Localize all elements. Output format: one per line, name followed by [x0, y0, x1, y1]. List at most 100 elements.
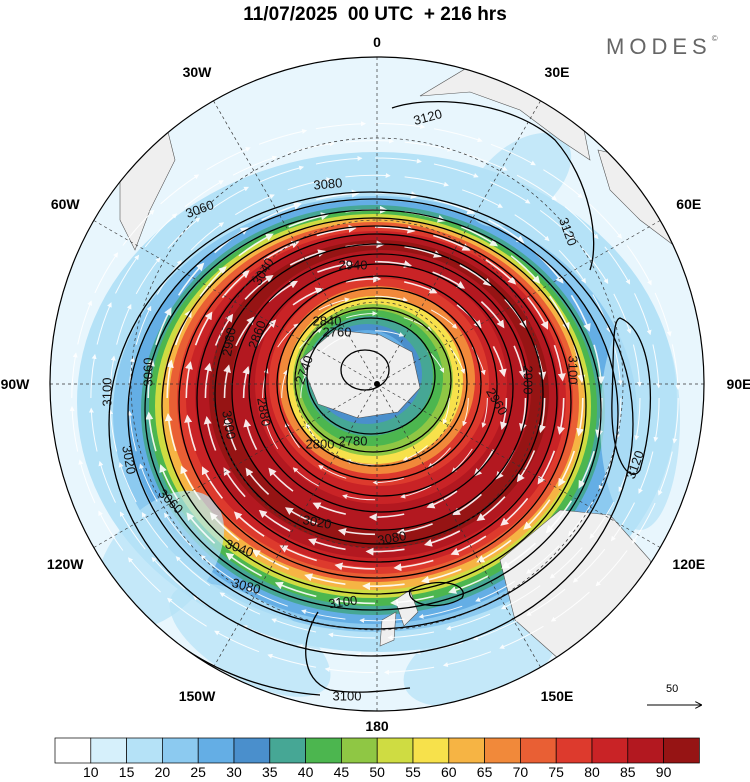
wind-vector — [259, 165, 305, 183]
wind-vector — [359, 618, 405, 624]
wind-streak — [600, 310, 680, 530]
wind-vector — [90, 353, 97, 399]
wind-vector — [489, 181, 531, 204]
wind-vector — [235, 194, 275, 216]
wind-vector — [331, 596, 376, 605]
wind-vector — [553, 344, 566, 382]
wind-vector — [433, 163, 479, 178]
wind-vector — [258, 509, 291, 532]
wind-vector — [500, 497, 529, 526]
wind-vector — [374, 330, 405, 337]
wind-vector — [476, 496, 506, 522]
wind-vector — [400, 485, 432, 499]
wind-vector — [316, 189, 360, 201]
height-contour — [611, 317, 652, 475]
wind-vector — [570, 294, 591, 332]
height-contour — [340, 349, 390, 391]
height-contour — [409, 581, 464, 607]
wind-vector — [184, 180, 224, 208]
wind-vector — [526, 588, 566, 616]
colorbar-tick-label: 30 — [226, 764, 242, 780]
wind-vector — [476, 539, 512, 563]
meridian-line — [213, 383, 378, 668]
wind-vector — [523, 499, 551, 530]
wind-vector — [160, 174, 200, 205]
wind-vector — [564, 206, 599, 240]
wind-vector — [301, 609, 346, 620]
wind-vector — [631, 502, 656, 544]
colorbar-tick-label: 15 — [118, 764, 135, 780]
lat-lon-grid — [50, 57, 704, 711]
wind-vector — [488, 219, 525, 244]
wind-vector — [427, 350, 445, 374]
wind-vector — [122, 209, 155, 246]
wind-vector — [151, 556, 186, 590]
wind-vector — [501, 585, 541, 610]
wind-vector — [510, 255, 541, 284]
height-contour — [294, 307, 452, 453]
contour-value-label: 3100 — [566, 356, 581, 385]
wind-vector — [199, 266, 227, 297]
wind-vector — [166, 359, 174, 399]
wind-vector — [288, 212, 329, 228]
wind-vector — [374, 225, 416, 234]
wind-vector — [190, 222, 225, 251]
wind-vector — [404, 141, 453, 152]
wind-vector — [292, 467, 320, 487]
wind-vector — [472, 620, 518, 641]
wind-vector — [225, 552, 262, 577]
contour-value-label: 3080 — [376, 528, 407, 548]
wind-vector — [345, 172, 391, 178]
height-contour — [161, 217, 587, 595]
wind-vector — [592, 294, 611, 333]
colorbar-tick-label: 45 — [333, 764, 350, 780]
wind-vector — [387, 631, 435, 641]
wind-vector — [334, 562, 376, 571]
wind-vector — [653, 397, 660, 443]
wind-vector — [550, 591, 590, 622]
wind-vector — [219, 592, 261, 615]
wind-vector — [194, 311, 213, 346]
wind-vector — [159, 464, 180, 502]
wind-vector — [672, 397, 679, 444]
longitude-label: 60W — [50, 196, 80, 212]
wind-vector — [589, 501, 615, 539]
wind-vector — [514, 214, 550, 242]
wind-vector — [404, 281, 438, 294]
colorbar-swatch — [627, 737, 664, 764]
contour-value-label: 2900 — [521, 366, 536, 395]
longitude-label: 30W — [182, 64, 212, 81]
wind-vector — [516, 174, 558, 201]
wind-vector — [328, 632, 376, 639]
wind-vector — [452, 493, 482, 516]
wind-vector — [516, 450, 536, 483]
wind-vector — [427, 447, 451, 468]
wind-vector — [549, 295, 570, 331]
wind-vector — [374, 295, 408, 302]
colorbar — [54, 737, 700, 764]
colorbar-swatch — [520, 737, 557, 764]
wind-vector — [264, 420, 279, 450]
wind-vector — [258, 128, 308, 145]
colorbar-tick-label: 90 — [655, 764, 672, 780]
wind-vector — [513, 345, 527, 379]
parallel-circle — [130, 137, 624, 631]
wind-vector — [481, 397, 488, 428]
wind-vector — [316, 224, 357, 237]
contour-value-label: 3100 — [99, 378, 114, 407]
colorbar-swatch — [484, 737, 521, 764]
wind-vector — [433, 234, 471, 251]
colorbar-tick-label: 20 — [154, 764, 171, 780]
wind-vector — [223, 417, 237, 451]
wind-vector — [396, 523, 433, 536]
wind-vector — [362, 582, 405, 591]
wind-vector — [277, 323, 299, 348]
wind-vector — [127, 557, 161, 593]
wind-vector — [342, 494, 376, 501]
wind-vector — [289, 249, 327, 266]
wind-vector — [604, 246, 631, 285]
colorbar-swatch — [126, 737, 163, 764]
wind-vector — [445, 613, 491, 631]
height-contour — [178, 225, 572, 579]
wind-vector — [279, 545, 317, 562]
